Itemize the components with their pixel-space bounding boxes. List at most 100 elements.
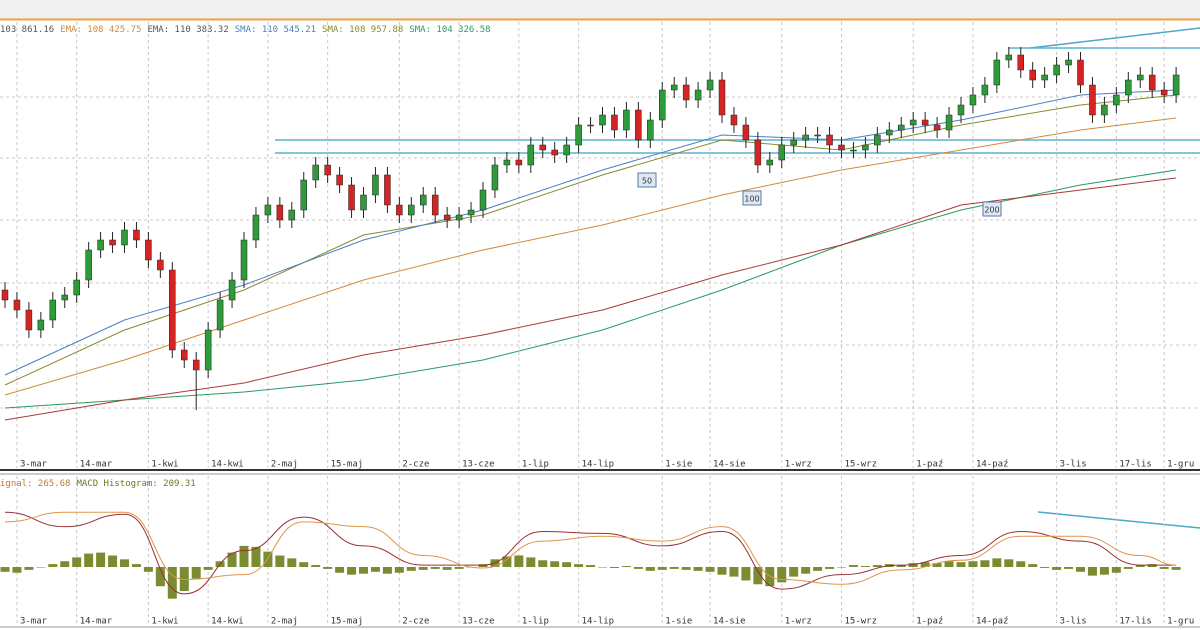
x-tick-label: 1-paź: [916, 617, 943, 627]
x-tick-label: 17-lis: [1119, 617, 1152, 627]
histogram-bar: [621, 566, 631, 567]
candle-body: [563, 144, 570, 156]
candle-body: [790, 139, 797, 146]
candle-body: [1029, 69, 1036, 81]
histogram-bar: [825, 567, 835, 569]
x-tick-label: 15-wrz: [845, 617, 878, 627]
candle-body: [121, 229, 128, 246]
histogram-bar: [370, 567, 380, 572]
candle-body: [659, 89, 666, 121]
ma-badge-label: 200: [984, 206, 999, 215]
histogram-bar: [1087, 567, 1097, 576]
candle-body: [312, 164, 319, 181]
candle-body: [300, 179, 307, 211]
candle-body: [360, 194, 367, 211]
histogram-bar: [263, 551, 273, 567]
candle-body: [730, 114, 738, 126]
candle-body: [1160, 89, 1168, 96]
histogram-bar: [167, 567, 177, 599]
legend: ignal: 265.68 MACD Histogram: 209.31: [0, 479, 196, 489]
histogram-bar: [1123, 567, 1133, 569]
x-tick-label: 14-lip: [582, 460, 615, 470]
x-tick-label: 14-sie: [713, 617, 746, 627]
histogram-bar: [801, 567, 811, 574]
histogram-bar: [837, 567, 846, 568]
histogram-bar: [347, 567, 357, 575]
histogram-bar: [729, 567, 739, 577]
ma-badge: [982, 201, 1002, 217]
histogram-bar: [394, 567, 404, 573]
histogram-bar: [12, 567, 22, 573]
candle-body: [766, 159, 774, 166]
histogram-bar: [1016, 561, 1026, 567]
legend-item: MACD Histogram: 209.31: [76, 479, 195, 489]
x-tick-label: 15-maj: [331, 460, 364, 470]
histogram-bar: [598, 567, 607, 568]
histogram-bar: [1111, 567, 1121, 573]
moving-average: [4, 94, 1177, 386]
x-tick-label: 2-cze: [402, 460, 429, 470]
legend-item: SMA: 110 545.21: [235, 25, 316, 35]
histogram-bar: [681, 567, 691, 570]
candle-body: [957, 104, 965, 116]
candle-body: [252, 214, 260, 241]
x-tick-label: 14-mar: [80, 460, 113, 470]
legend-item: ignal: 265.68: [0, 479, 70, 489]
candle-body: [455, 214, 463, 221]
candle-body: [969, 94, 977, 106]
x-tick-label: 1-kwi: [151, 460, 178, 470]
candle-body: [61, 294, 68, 301]
histogram-bar: [454, 567, 464, 569]
ma-badge-label: 50: [642, 177, 652, 186]
x-tick-label: 15-wrz: [845, 460, 878, 470]
candle-body: [874, 134, 881, 146]
histogram-bar: [789, 567, 799, 577]
x-tick-label: 3-lis: [1060, 617, 1087, 627]
x-tick-label: 14-mar: [80, 617, 113, 627]
histogram-bar: [120, 559, 129, 567]
candle-body: [181, 349, 188, 361]
histogram-bar: [705, 567, 715, 572]
candle-body: [133, 229, 140, 241]
histogram-bar: [609, 567, 619, 568]
x-tick-label: 3-lis: [1060, 460, 1087, 470]
histogram-bar: [108, 555, 118, 567]
histogram-bar: [753, 567, 763, 585]
x-tick-label: 17-lis: [1119, 460, 1152, 470]
legend-item: SMA: 108 957.88: [322, 25, 403, 35]
x-tick-label: 14-kwi: [211, 617, 244, 627]
candle-body: [25, 309, 33, 331]
histogram-bar: [586, 565, 596, 567]
histogram-bar: [1135, 565, 1145, 567]
histogram-bar: [0, 567, 10, 572]
trend-line: [1037, 511, 1200, 529]
histogram-bar: [502, 556, 512, 567]
histogram-bar: [1064, 567, 1074, 569]
candle-body: [324, 164, 331, 176]
histogram-bar: [299, 562, 309, 567]
candle-body: [348, 184, 355, 211]
histogram-bar: [777, 567, 787, 583]
histogram-bar: [574, 564, 584, 567]
candle-body: [1077, 59, 1084, 86]
candle-body: [13, 299, 21, 311]
macd-line: [4, 511, 1177, 595]
candle-body: [1113, 94, 1120, 106]
histogram-bar: [669, 567, 679, 569]
histogram-bar: [311, 565, 321, 567]
histogram-bar: [191, 567, 201, 579]
x-tick-label: 1-wrz: [785, 617, 812, 627]
candle-body: [1, 289, 9, 301]
histogram-bar: [860, 566, 870, 567]
candle-body: [623, 109, 630, 131]
candle-body: [886, 129, 893, 136]
histogram-bar: [657, 567, 667, 570]
candle-body: [49, 299, 57, 321]
candle-body: [898, 124, 905, 131]
x-tick-label: 1-gru: [1167, 617, 1194, 627]
ma-badge: [742, 190, 762, 206]
candle-body: [431, 194, 439, 216]
histogram-bar: [633, 567, 643, 569]
candle-body: [228, 279, 236, 301]
